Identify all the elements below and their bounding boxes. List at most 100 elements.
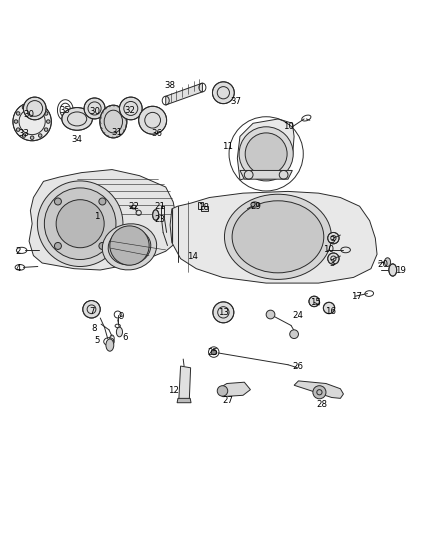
Text: 31: 31	[111, 127, 122, 136]
Circle shape	[56, 200, 104, 248]
Circle shape	[213, 302, 234, 323]
Text: 21: 21	[155, 202, 166, 211]
Circle shape	[39, 106, 42, 109]
Circle shape	[30, 136, 34, 140]
Circle shape	[13, 102, 51, 141]
Text: 14: 14	[187, 253, 198, 261]
Circle shape	[46, 120, 50, 123]
Circle shape	[290, 330, 298, 338]
Circle shape	[139, 106, 166, 134]
Text: 25: 25	[207, 349, 218, 358]
Circle shape	[23, 97, 46, 120]
Circle shape	[44, 188, 116, 260]
Circle shape	[212, 82, 234, 103]
Polygon shape	[237, 119, 294, 180]
Circle shape	[211, 350, 216, 354]
Circle shape	[14, 120, 18, 123]
Text: 3: 3	[330, 236, 335, 245]
Text: 35: 35	[60, 106, 71, 115]
Text: 20: 20	[377, 260, 388, 269]
Ellipse shape	[117, 327, 123, 337]
Text: 37: 37	[230, 97, 241, 106]
Circle shape	[22, 134, 26, 138]
Text: 32: 32	[124, 106, 135, 115]
Ellipse shape	[251, 202, 259, 207]
Text: 30: 30	[89, 107, 100, 116]
Text: 4: 4	[15, 264, 21, 273]
Circle shape	[30, 103, 34, 107]
Circle shape	[245, 133, 287, 175]
Circle shape	[16, 128, 20, 131]
Text: 36: 36	[152, 129, 162, 138]
Text: 3: 3	[330, 259, 335, 268]
Circle shape	[37, 181, 123, 266]
Text: 33: 33	[18, 129, 29, 138]
Polygon shape	[29, 169, 177, 270]
Ellipse shape	[389, 264, 397, 276]
Circle shape	[313, 386, 326, 399]
Bar	[201, 206, 208, 211]
Circle shape	[266, 310, 275, 319]
Text: 30: 30	[24, 110, 35, 119]
Polygon shape	[170, 191, 377, 283]
Text: 10: 10	[323, 245, 334, 254]
Polygon shape	[166, 83, 202, 105]
Text: 5: 5	[94, 336, 99, 345]
Text: 15: 15	[310, 298, 321, 307]
Circle shape	[39, 134, 42, 138]
Circle shape	[328, 253, 339, 264]
Text: 12: 12	[168, 386, 179, 395]
Circle shape	[99, 198, 106, 205]
Text: 6: 6	[122, 333, 128, 342]
Polygon shape	[218, 382, 251, 397]
Text: 34: 34	[71, 134, 83, 143]
Circle shape	[44, 112, 48, 115]
Text: 23: 23	[155, 215, 166, 224]
Circle shape	[83, 301, 100, 318]
Ellipse shape	[108, 229, 151, 265]
Circle shape	[54, 243, 61, 249]
Circle shape	[16, 112, 20, 115]
Text: 27: 27	[222, 397, 233, 406]
Text: 38: 38	[165, 81, 176, 90]
Text: 19: 19	[395, 266, 406, 276]
Circle shape	[99, 243, 106, 249]
Text: 11: 11	[222, 142, 233, 151]
Circle shape	[323, 302, 335, 313]
Polygon shape	[177, 398, 191, 403]
Text: 28: 28	[316, 400, 327, 408]
Ellipse shape	[100, 105, 127, 138]
Ellipse shape	[152, 210, 159, 220]
Text: 10: 10	[283, 122, 294, 131]
Text: 8: 8	[92, 324, 97, 333]
Polygon shape	[240, 171, 292, 179]
Circle shape	[217, 386, 228, 396]
Circle shape	[84, 98, 105, 119]
Ellipse shape	[62, 108, 92, 130]
Text: 7: 7	[90, 306, 95, 316]
Circle shape	[120, 97, 142, 120]
Ellipse shape	[224, 194, 332, 279]
Circle shape	[309, 296, 319, 306]
Polygon shape	[179, 366, 191, 400]
Polygon shape	[294, 381, 343, 398]
Text: 16: 16	[325, 306, 336, 316]
Bar	[198, 202, 203, 209]
Text: 9: 9	[118, 312, 124, 321]
Circle shape	[22, 106, 26, 109]
Circle shape	[44, 128, 48, 131]
Ellipse shape	[232, 201, 324, 273]
Text: 2: 2	[15, 247, 21, 256]
Text: 24: 24	[292, 311, 303, 320]
Text: 22: 22	[128, 202, 139, 211]
Text: 29: 29	[251, 202, 261, 211]
Text: 13: 13	[218, 308, 229, 317]
Text: 1: 1	[94, 212, 99, 221]
Text: 17: 17	[351, 292, 362, 301]
Text: 18: 18	[198, 203, 209, 212]
Circle shape	[239, 127, 293, 181]
Circle shape	[54, 198, 61, 205]
Ellipse shape	[106, 339, 114, 351]
Circle shape	[110, 226, 149, 265]
Ellipse shape	[102, 224, 157, 270]
